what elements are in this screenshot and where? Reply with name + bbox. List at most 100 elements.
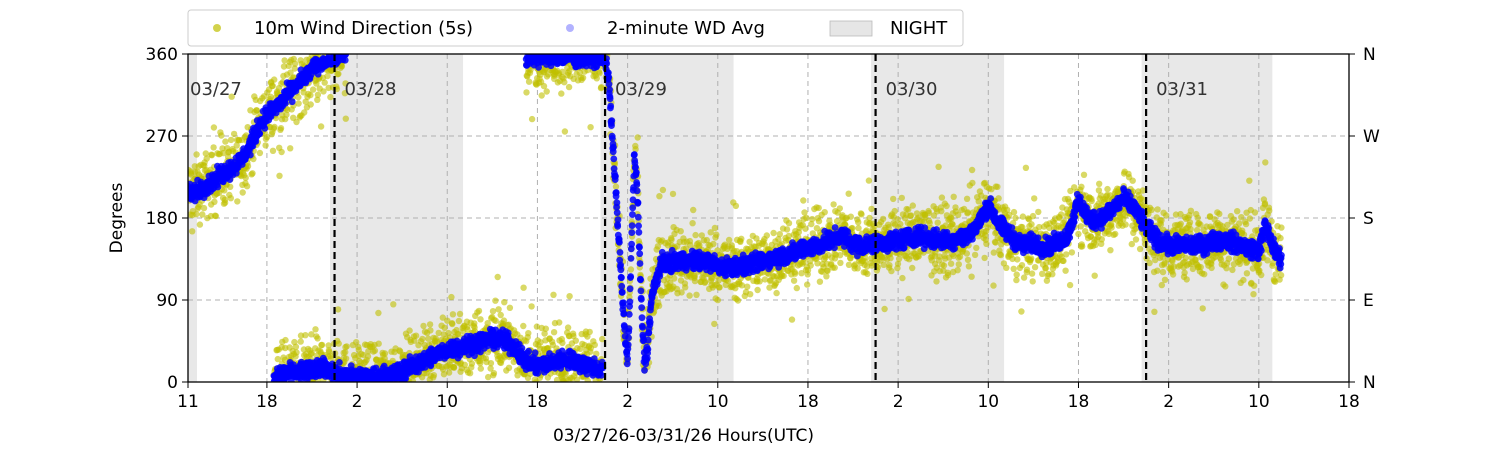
raw-point-481 bbox=[341, 90, 349, 97]
raw-point-438 bbox=[317, 123, 325, 130]
raw-point-826 bbox=[411, 337, 418, 344]
raw-point-980 bbox=[461, 361, 468, 368]
raw-point-3322 bbox=[1132, 236, 1140, 243]
raw-point-668 bbox=[343, 343, 350, 350]
raw-point-1913 bbox=[714, 296, 721, 304]
raw-point-1859 bbox=[698, 232, 705, 239]
raw-point-2721 bbox=[954, 267, 961, 274]
raw-point-1644 bbox=[634, 134, 641, 141]
raw-point-3100 bbox=[1066, 281, 1074, 289]
raw-point-1130 bbox=[506, 304, 514, 311]
raw-point-3718 bbox=[1250, 291, 1257, 298]
raw-point-2885 bbox=[1003, 264, 1010, 271]
raw-point-2361 bbox=[847, 213, 854, 220]
raw-point-3486 bbox=[1181, 269, 1188, 276]
raw-point-1388 bbox=[599, 335, 606, 343]
raw-point-814 bbox=[406, 327, 413, 334]
raw-point-3706 bbox=[1246, 215, 1254, 222]
raw-point-87 bbox=[210, 124, 218, 131]
raw-point-3720 bbox=[1250, 282, 1258, 289]
raw-point-2422 bbox=[865, 177, 873, 184]
raw-point-1828 bbox=[689, 220, 696, 227]
raw-point-821 bbox=[409, 378, 417, 382]
raw-point-651 bbox=[334, 306, 342, 313]
raw-point-1766 bbox=[671, 275, 678, 282]
raw-point-444 bbox=[321, 79, 328, 86]
raw-point-3394 bbox=[1154, 267, 1161, 274]
raw-point-2812 bbox=[981, 254, 988, 262]
raw-point-2087 bbox=[766, 284, 773, 291]
raw-point-2684 bbox=[943, 202, 950, 210]
raw-point-2938 bbox=[1018, 262, 1026, 269]
raw-point-1901 bbox=[711, 320, 718, 328]
raw-point-1074 bbox=[489, 308, 497, 315]
raw-point-2974 bbox=[1029, 278, 1036, 285]
raw-point-1269 bbox=[556, 319, 563, 326]
raw-point-2491 bbox=[886, 262, 893, 269]
raw-point-2969 bbox=[1028, 255, 1035, 262]
raw-point-1033 bbox=[477, 365, 484, 372]
raw-point-2214 bbox=[804, 281, 811, 288]
raw-point-3147 bbox=[1080, 171, 1088, 178]
raw-point-14 bbox=[189, 228, 196, 235]
raw-point-2122 bbox=[776, 231, 783, 238]
raw-point-1100 bbox=[497, 311, 504, 319]
raw-point-2972 bbox=[1028, 270, 1036, 277]
raw-point-1715 bbox=[655, 302, 663, 309]
raw-point-1127 bbox=[505, 364, 513, 371]
raw-point-3106 bbox=[1068, 249, 1076, 256]
raw-point-664 bbox=[342, 349, 349, 356]
raw-point-313 bbox=[277, 125, 285, 132]
raw-point-928 bbox=[445, 369, 453, 376]
raw-point-997 bbox=[466, 370, 474, 377]
raw-point-89 bbox=[211, 198, 218, 205]
raw-point-2564 bbox=[907, 212, 915, 219]
raw-point-323 bbox=[280, 63, 288, 70]
raw-point-2228 bbox=[808, 220, 815, 228]
raw-point-667 bbox=[342, 355, 350, 362]
raw-point-3040 bbox=[1049, 271, 1056, 278]
raw-point-2919 bbox=[1013, 276, 1020, 284]
raw-point-2054 bbox=[756, 278, 763, 285]
raw-point-687 bbox=[353, 339, 360, 346]
raw-point-291 bbox=[271, 123, 278, 131]
avg-point-758 bbox=[336, 359, 343, 366]
raw-point-959 bbox=[455, 331, 462, 338]
raw-point-847 bbox=[419, 335, 426, 343]
raw-point-3136 bbox=[1077, 223, 1085, 230]
raw-point-908 bbox=[439, 314, 446, 321]
raw-point-1838 bbox=[692, 231, 699, 239]
raw-point-2101 bbox=[770, 229, 777, 237]
raw-point-2179 bbox=[793, 284, 800, 292]
raw-point-1841 bbox=[693, 291, 700, 298]
raw-point-1870 bbox=[701, 278, 709, 285]
raw-point-936 bbox=[448, 293, 455, 301]
raw-point-1466 bbox=[558, 90, 565, 97]
raw-point-2153 bbox=[785, 220, 793, 227]
raw-point-449 bbox=[324, 72, 331, 80]
raw-point-2556 bbox=[905, 295, 912, 303]
raw-point-3696 bbox=[1243, 270, 1251, 277]
raw-point-3635 bbox=[1225, 255, 1233, 262]
raw-point-945 bbox=[450, 364, 458, 371]
raw-point-3647 bbox=[1229, 266, 1236, 274]
raw-point-2324 bbox=[836, 205, 843, 212]
raw-point-266 bbox=[263, 133, 271, 141]
avg-point-254 bbox=[256, 130, 264, 138]
raw-point-1232 bbox=[541, 330, 548, 337]
raw-point-1192 bbox=[527, 370, 534, 378]
raw-point-3128 bbox=[1075, 230, 1082, 238]
raw-point-414 bbox=[309, 86, 317, 93]
raw-point-54 bbox=[200, 204, 208, 212]
raw-point-1484 bbox=[565, 83, 573, 91]
raw-point-2249 bbox=[814, 260, 821, 267]
raw-point-1172 bbox=[520, 284, 527, 291]
raw-point-3771 bbox=[1266, 207, 1273, 214]
raw-point-360 bbox=[291, 60, 299, 67]
raw-point-371 bbox=[295, 100, 302, 107]
raw-point-472 bbox=[335, 70, 342, 78]
raw-point-596 bbox=[314, 335, 321, 342]
raw-point-477 bbox=[338, 63, 346, 70]
raw-point-580 bbox=[308, 331, 315, 338]
raw-point-2307 bbox=[831, 264, 838, 271]
